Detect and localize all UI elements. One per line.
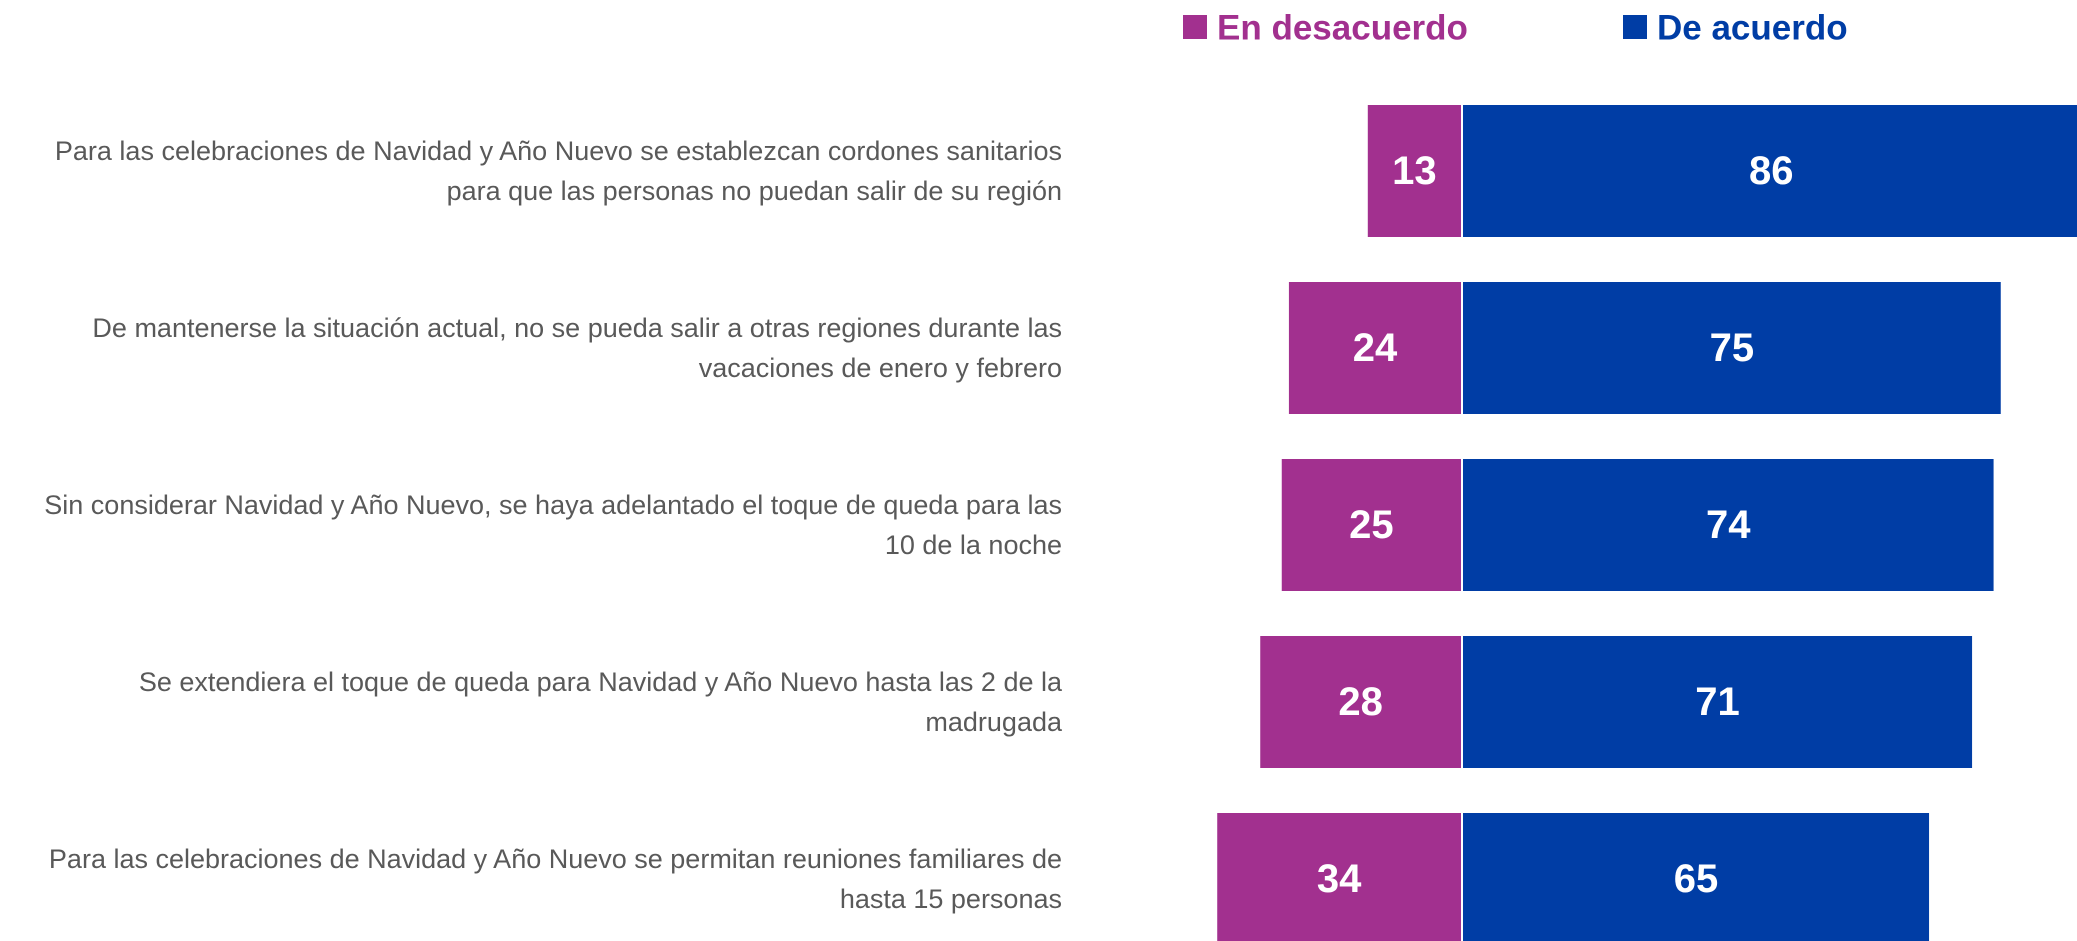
value-label: 28 — [1338, 680, 1383, 724]
value-label: 34 — [1317, 857, 1362, 901]
bar-disagree — [1217, 813, 1461, 941]
value-label: 74 — [1706, 503, 1751, 547]
category-label: Para las celebraciones de Navidad y Año … — [48, 844, 1062, 914]
value-label: 75 — [1710, 326, 1755, 370]
legend-swatch — [1623, 15, 1647, 39]
value-label: 86 — [1749, 149, 1794, 193]
category-label: Se extendiera el toque de queda para Nav… — [138, 667, 1062, 737]
category-label: Sin considerar Navidad y Año Nuevo, se h… — [44, 490, 1062, 560]
bar-agree — [1463, 105, 2077, 237]
value-label: 71 — [1695, 680, 1740, 724]
value-label: 13 — [1392, 149, 1437, 193]
category-label: Para las celebraciones de Navidad y Año … — [54, 136, 1062, 206]
legend-label: De acuerdo — [1657, 9, 1848, 48]
legend-swatch — [1183, 15, 1207, 39]
bar-agree — [1463, 459, 1994, 591]
bar-disagree — [1260, 636, 1461, 768]
bar-disagree — [1367, 105, 1461, 237]
value-label: 65 — [1674, 857, 1719, 901]
value-label: 24 — [1353, 326, 1398, 370]
bar-agree — [1463, 636, 1973, 768]
bar-disagree — [1281, 459, 1461, 591]
bar-disagree — [1288, 282, 1461, 414]
bar-agree — [1463, 282, 2001, 414]
value-label: 25 — [1349, 503, 1394, 547]
category-label: De mantenerse la situación actual, no se… — [92, 313, 1062, 383]
legend-label: En desacuerdo — [1217, 9, 1468, 48]
bar-agree — [1463, 813, 1930, 941]
